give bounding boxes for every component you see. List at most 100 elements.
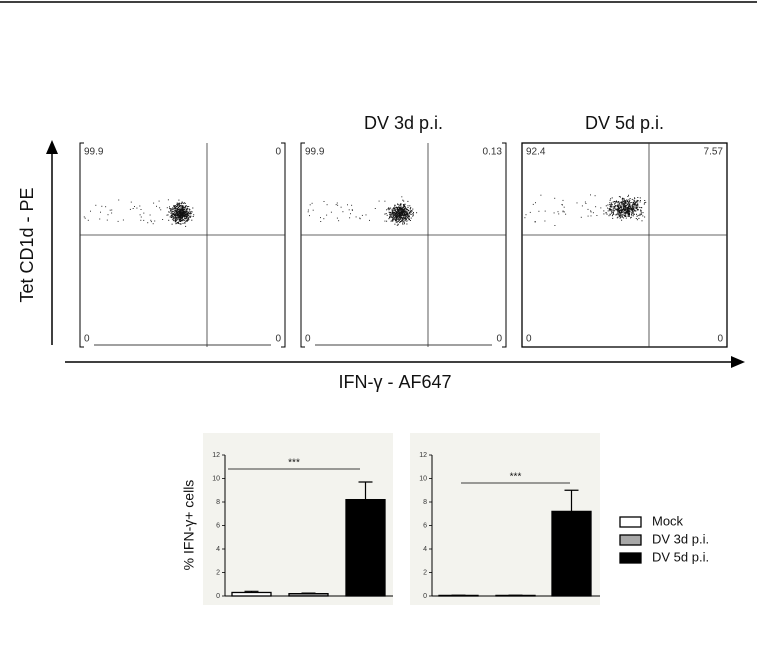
event-dot bbox=[627, 206, 629, 208]
event-dot bbox=[626, 199, 628, 201]
event-dot bbox=[402, 222, 404, 224]
event-dot bbox=[402, 207, 404, 209]
event-dot bbox=[99, 218, 101, 220]
event-dot bbox=[623, 209, 625, 211]
event-dot bbox=[616, 205, 618, 207]
event-dot bbox=[348, 209, 350, 211]
event-dot bbox=[623, 211, 625, 213]
event-dot bbox=[185, 207, 187, 209]
y-axis-label: % IFN-γ+ cells bbox=[181, 480, 197, 571]
event-dot bbox=[618, 201, 619, 203]
event-dot bbox=[396, 221, 398, 223]
event-dot bbox=[623, 207, 624, 209]
error-bar bbox=[358, 481, 373, 500]
event-dot bbox=[612, 212, 614, 214]
event-dot bbox=[627, 208, 629, 210]
event-dot bbox=[185, 212, 187, 214]
event-dot bbox=[535, 202, 536, 204]
event-dot bbox=[632, 210, 634, 212]
event-dot bbox=[631, 207, 633, 209]
event-dot bbox=[130, 201, 132, 203]
event-dot bbox=[639, 201, 641, 203]
event-dot bbox=[181, 211, 183, 213]
event-dot bbox=[636, 208, 638, 210]
event-dot bbox=[611, 204, 613, 206]
event-dot bbox=[416, 212, 418, 214]
event-dot bbox=[408, 215, 410, 217]
event-dot bbox=[398, 213, 400, 215]
event-dot bbox=[626, 200, 628, 202]
quadrant-value: 0 bbox=[717, 334, 723, 345]
event-dot bbox=[405, 216, 407, 217]
event-dot bbox=[399, 208, 401, 210]
event-dot bbox=[390, 214, 392, 216]
event-dot bbox=[633, 201, 635, 203]
event-dot bbox=[173, 218, 175, 220]
event-dot bbox=[402, 212, 404, 213]
event-dot bbox=[106, 219, 108, 221]
event-dot bbox=[629, 204, 630, 206]
event-dot bbox=[101, 205, 103, 207]
event-dot bbox=[158, 200, 160, 202]
event-dot bbox=[185, 225, 187, 227]
event-dot bbox=[407, 216, 409, 218]
event-dot bbox=[405, 213, 407, 214]
event-dot bbox=[406, 208, 408, 210]
quadrant-value: 0 bbox=[84, 334, 90, 345]
event-dot bbox=[184, 213, 186, 215]
event-dot bbox=[563, 211, 565, 213]
event-dot bbox=[182, 214, 184, 216]
event-dot bbox=[359, 217, 361, 219]
event-dot bbox=[392, 216, 394, 218]
event-dot bbox=[407, 205, 409, 207]
event-dot bbox=[407, 211, 409, 213]
event-dot bbox=[178, 214, 180, 216]
event-dot bbox=[410, 210, 412, 212]
event-dot bbox=[632, 209, 634, 211]
event-dot bbox=[140, 219, 142, 221]
event-dot bbox=[309, 215, 310, 217]
event-dot bbox=[335, 204, 337, 206]
event-dot bbox=[181, 215, 182, 217]
event-dot bbox=[621, 201, 623, 203]
y-tick-label: 6 bbox=[423, 522, 427, 529]
event-dot bbox=[403, 209, 405, 211]
event-dot bbox=[617, 205, 619, 207]
event-dot bbox=[172, 208, 174, 210]
event-dot bbox=[176, 203, 178, 205]
event-dot bbox=[618, 212, 620, 214]
event-dot bbox=[637, 214, 639, 216]
event-dot bbox=[190, 212, 192, 214]
event-dot bbox=[185, 209, 187, 211]
event-dot bbox=[624, 215, 625, 217]
event-dot bbox=[87, 219, 89, 221]
event-dot bbox=[633, 210, 635, 212]
event-dot bbox=[626, 212, 628, 214]
event-dot bbox=[625, 208, 627, 210]
event-dot bbox=[378, 200, 380, 202]
event-dot bbox=[607, 210, 609, 212]
event-dot bbox=[178, 213, 180, 214]
event-dot bbox=[393, 218, 395, 220]
event-dot bbox=[402, 211, 404, 212]
legend-swatch bbox=[619, 552, 642, 564]
event-dot bbox=[369, 219, 370, 221]
significance-label: *** bbox=[510, 472, 522, 483]
event-dot bbox=[618, 206, 620, 208]
event-dot bbox=[608, 208, 610, 210]
event-dot bbox=[396, 207, 398, 209]
event-dot bbox=[172, 214, 174, 216]
event-dot bbox=[614, 202, 616, 204]
event-dot bbox=[347, 204, 348, 206]
event-dot bbox=[524, 217, 526, 219]
event-dot bbox=[187, 217, 189, 219]
y-tick-label: 2 bbox=[423, 569, 427, 576]
event-dot bbox=[180, 209, 182, 211]
event-dot bbox=[178, 222, 179, 224]
event-dot bbox=[320, 221, 322, 222]
event-dot bbox=[175, 223, 177, 225]
event-dot bbox=[183, 211, 185, 213]
event-dot bbox=[177, 218, 179, 220]
event-dot bbox=[623, 206, 625, 208]
event-dot bbox=[181, 211, 183, 213]
